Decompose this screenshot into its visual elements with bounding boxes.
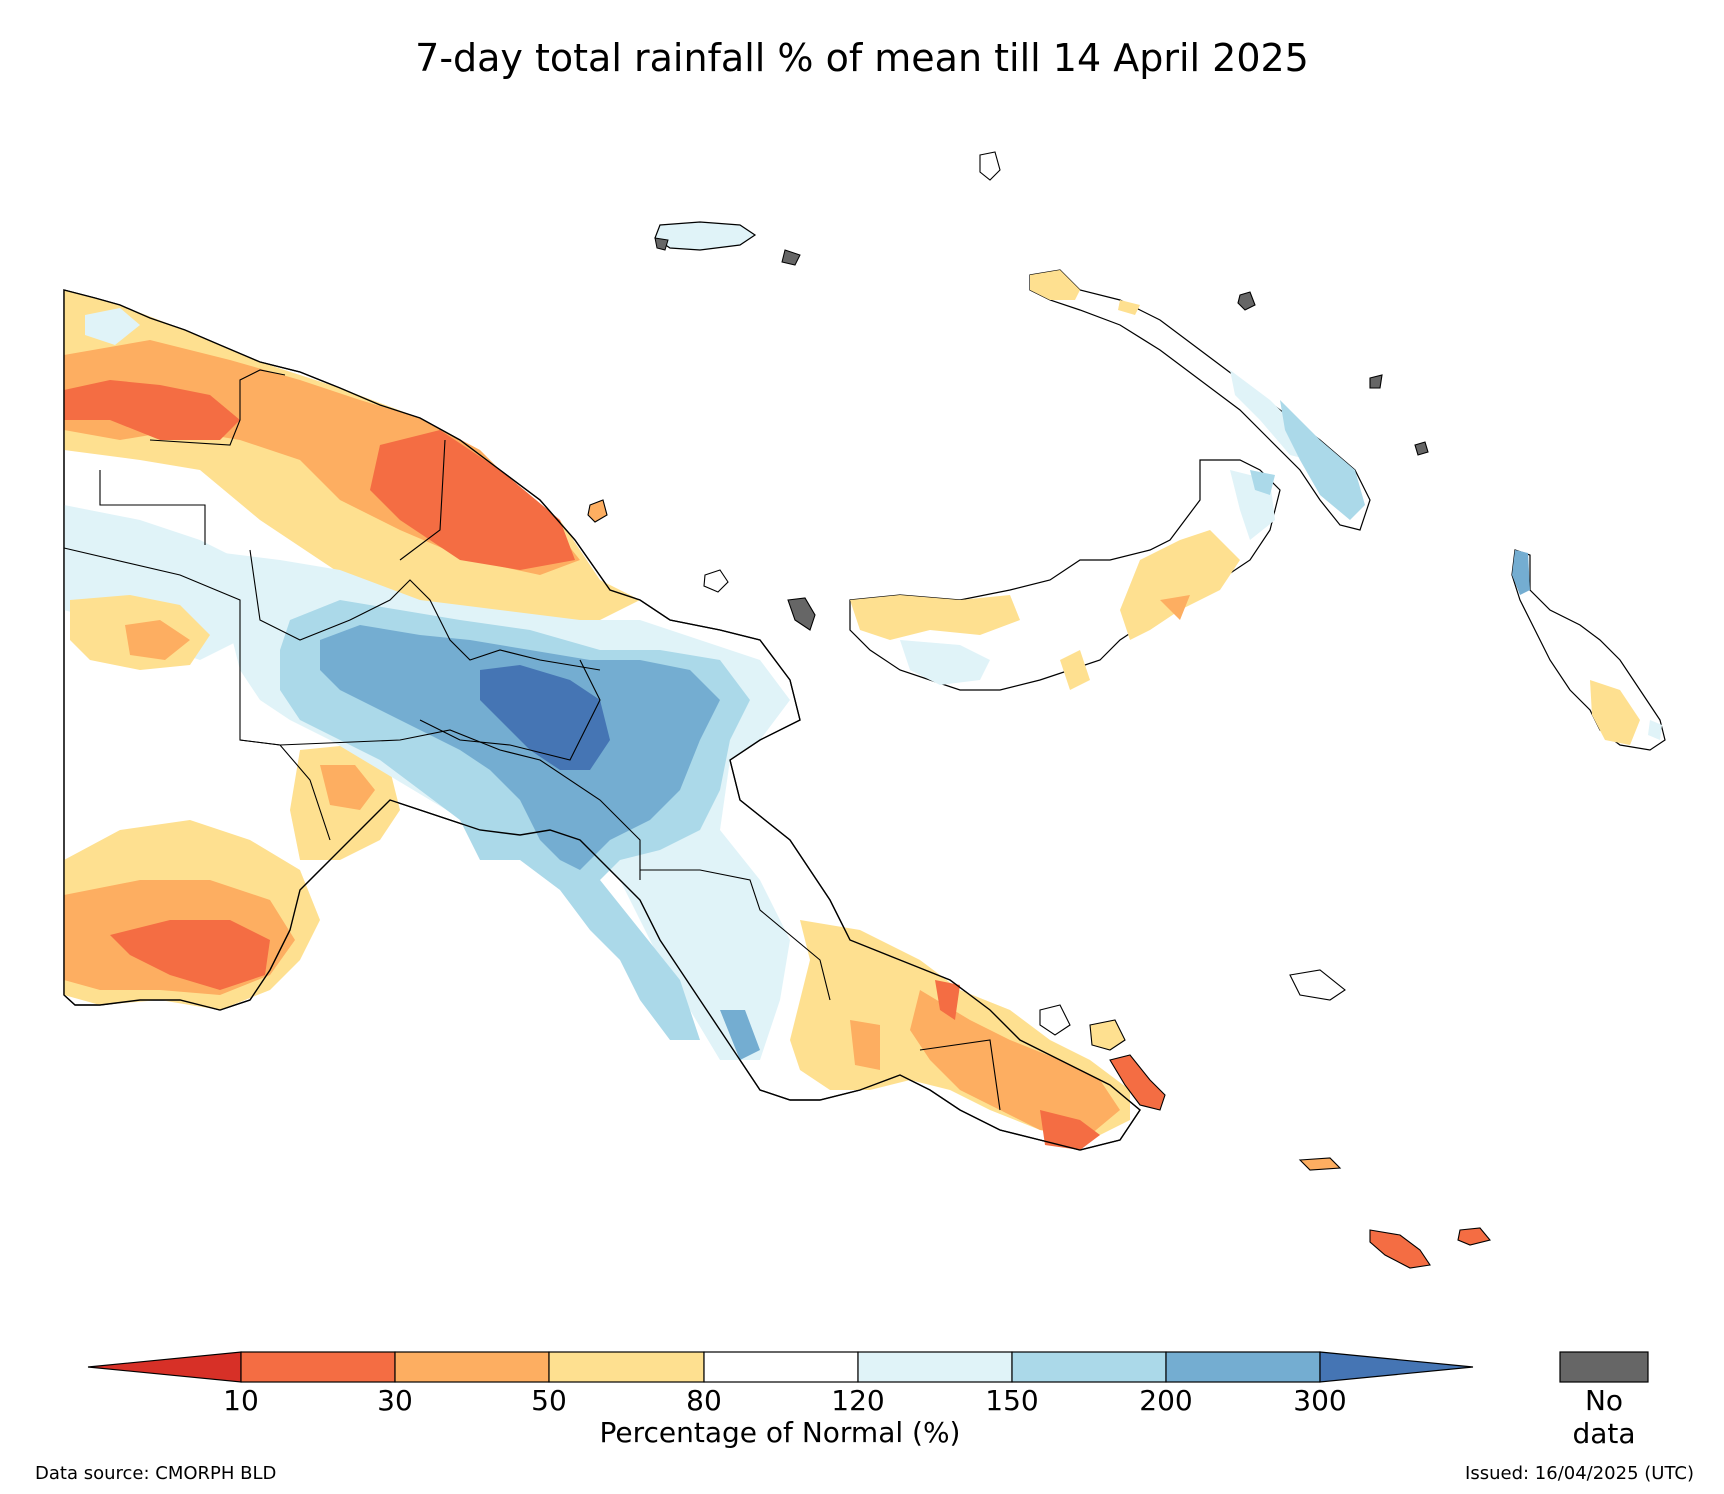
zone-se-200-300 [720,1010,760,1060]
colorbar-200-300 [1165,1351,1321,1383]
island-small-nodata-3 [1369,374,1383,389]
zone-tail-10-30 [1040,1110,1100,1150]
manus-island [654,221,801,266]
new-britain-50-80-west [850,595,1020,640]
new-britain-120-150 [900,640,990,685]
island-normanby-white [1039,1004,1071,1036]
colorbar-tick: 150 [985,1384,1039,1417]
colorbar-tick: 120 [831,1384,885,1417]
new-ireland-50-80-b [1118,300,1140,315]
zone-w-30-50 [125,620,190,660]
manus-east-nodata [781,249,801,266]
new-britain-50-80-east [1120,530,1240,640]
nodata-label: No data [1572,1384,1636,1450]
bougainville-120-150 [1648,720,1662,740]
island-woodlark-30-50 [1298,1157,1342,1171]
issued-date: Issued: 16/04/2025 (UTC) [1465,1463,1694,1484]
colorbar-tick: 80 [686,1384,722,1417]
data-source: Data source: CMORPH BLD [35,1463,277,1484]
mainland-coast [63,289,1141,1151]
island-umboi-white [703,569,729,593]
new-britain [849,459,1281,691]
colorbar-tick: 300 [1293,1384,1347,1417]
colorbar-arrow-low [87,1351,242,1383]
colorbar-80-120 [703,1351,859,1383]
zone-nw-120-150 [85,308,140,345]
zone-gulf-30-50 [320,765,375,810]
island-misima-red [1369,1229,1431,1269]
island-ferguson-50-80 [1089,1019,1126,1051]
island-mussau-white [979,151,1001,181]
province-boundaries [63,369,1001,1111]
new-ireland [1029,269,1371,531]
map-title: 7-day total rainfall % of mean till 14 A… [415,36,1309,80]
manus-nodata [654,237,669,251]
colorbar-150-200 [1011,1351,1167,1383]
colorbar-tick: 10 [223,1384,259,1417]
island-rossel-red [1457,1227,1491,1246]
island-karkar-30-50 [587,499,608,523]
new-ireland-50-80 [1030,270,1080,300]
nodata-swatch [1559,1351,1649,1383]
island-long-nodata [787,597,816,631]
island-trobriand [1289,969,1346,1001]
colorbar-30-50 [394,1351,550,1383]
zone-n-10-30 [370,430,575,570]
colorbar-tick: 200 [1139,1384,1193,1417]
bougainville-200-300 [1512,550,1530,595]
colorbar-label: Percentage of Normal (%) [599,1416,961,1449]
southeast-islands [587,151,1491,1269]
colorbar-tick: 30 [377,1384,413,1417]
island-small-nodata-1 [1237,291,1256,311]
bougainville [1511,549,1666,751]
zone-tail-30-50-b [850,1020,880,1070]
bougainville-land [1511,549,1666,751]
colorbar-tick: 50 [531,1384,567,1417]
zone-nw-10-30 [64,380,240,440]
bougainville-50-80 [1590,680,1640,745]
new-britain-50-80-south [1060,650,1090,690]
zone-highlands-above300 [480,665,610,770]
mainland [63,289,1141,1151]
new-britain-150-200 [1250,470,1275,495]
colorbar-50-80 [548,1351,705,1383]
zone-tail-30-50 [910,990,1120,1135]
island-small-nodata-2 [1414,441,1429,456]
new-ireland-150-200 [1280,400,1365,520]
zone-sw-10-30 [110,920,270,990]
colorbar-arrow-high [1319,1351,1474,1383]
zone-tail-10-30-b [935,980,960,1020]
island-red-1 [1109,1054,1166,1111]
new-britain-30-50 [1160,595,1190,620]
colorbar-10-30 [240,1351,396,1383]
colorbar-120-150 [857,1351,1013,1383]
